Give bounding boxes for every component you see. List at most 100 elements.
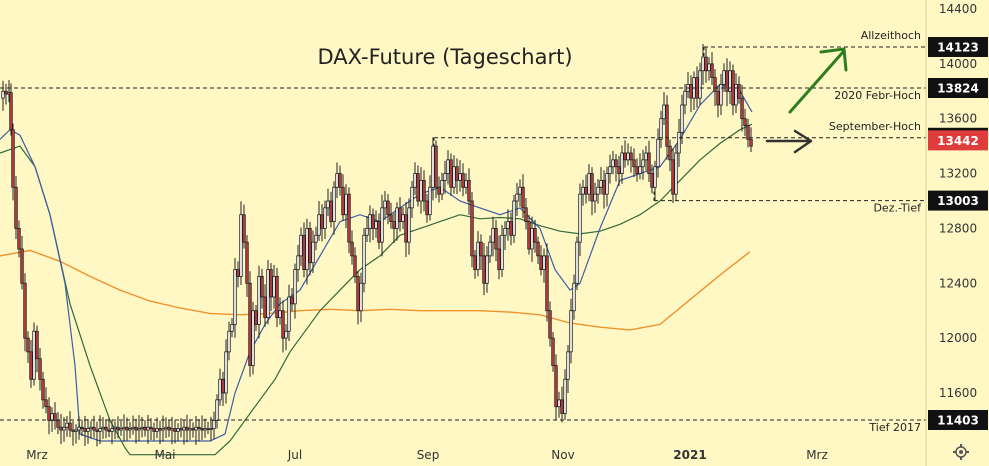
candle-body xyxy=(53,413,57,421)
candle-body xyxy=(605,173,609,195)
candle-body xyxy=(239,214,243,277)
candle-body xyxy=(506,221,510,229)
candle-body xyxy=(137,428,141,431)
candle-body xyxy=(83,428,87,432)
gear-icon[interactable] xyxy=(953,444,969,460)
candle-body xyxy=(170,428,174,431)
candle-body xyxy=(722,70,726,85)
level-label: 2020 Febr-Hoch xyxy=(834,89,921,102)
candle-body xyxy=(710,63,714,78)
candle-body xyxy=(329,200,333,222)
candle-body xyxy=(9,92,13,131)
candle-body xyxy=(230,324,234,332)
candle-body xyxy=(434,145,438,188)
candle-body xyxy=(1,90,5,99)
candle-body xyxy=(632,159,636,168)
level-badge xyxy=(928,37,988,57)
candle-body xyxy=(215,399,219,421)
candle-body xyxy=(503,228,507,236)
candle-body xyxy=(458,173,462,181)
candle-body xyxy=(668,145,672,161)
candle-body xyxy=(281,310,285,339)
candle-body xyxy=(392,221,396,229)
candle-body xyxy=(707,63,711,72)
candle-body xyxy=(440,180,444,195)
candle-body xyxy=(65,422,69,428)
candle-body xyxy=(683,90,687,106)
candle-body xyxy=(653,166,657,188)
candle-body xyxy=(131,426,135,430)
candle-body xyxy=(80,426,84,430)
candle-body xyxy=(623,152,627,161)
level-badge xyxy=(928,410,988,430)
candle-body xyxy=(665,104,669,147)
candle-body xyxy=(638,166,642,174)
candle-body xyxy=(482,255,486,284)
candle-body xyxy=(275,276,279,318)
green-up-arrow xyxy=(788,50,845,114)
candle-body xyxy=(515,193,519,202)
candle-body xyxy=(341,186,345,216)
candle-body xyxy=(557,399,561,408)
candle-body xyxy=(542,255,546,270)
candle-body xyxy=(383,200,387,209)
candle-body xyxy=(272,276,276,298)
last-price-badge-text: 13442 xyxy=(937,134,979,148)
candle-body xyxy=(59,426,63,431)
candle-body xyxy=(749,138,753,147)
level-label: Dez.-Tief xyxy=(873,202,922,215)
x-tick-label: Mai xyxy=(154,448,175,462)
candle-body xyxy=(380,207,384,243)
candle-body xyxy=(461,173,465,188)
candle-body xyxy=(524,207,528,222)
x-tick-label: Mrz xyxy=(26,448,48,462)
candle-body xyxy=(260,276,264,298)
candle-body xyxy=(110,428,114,432)
candle-body xyxy=(41,378,45,401)
candle-body xyxy=(743,118,747,126)
candle-body xyxy=(125,426,129,431)
candle-body xyxy=(134,426,138,431)
candle-body xyxy=(188,428,192,431)
candle-body xyxy=(398,207,402,222)
candle-body xyxy=(656,138,660,168)
candle-body xyxy=(680,104,684,133)
candle-body xyxy=(155,428,159,432)
candle-body xyxy=(269,269,273,298)
candle-body xyxy=(47,406,51,421)
candle-body xyxy=(539,255,543,270)
candle-body xyxy=(149,426,153,430)
candle-body xyxy=(332,186,336,222)
candle-body xyxy=(233,269,237,325)
candle-body xyxy=(107,429,111,432)
candle-body xyxy=(428,186,432,216)
candle-body xyxy=(611,159,615,168)
candle-body xyxy=(254,310,258,325)
candle-body xyxy=(209,428,213,431)
candle-body xyxy=(278,310,282,318)
candle-body xyxy=(194,426,198,431)
candle-body xyxy=(572,282,576,312)
candle-body xyxy=(245,241,249,284)
candle-body xyxy=(674,152,678,195)
candle-body xyxy=(443,173,447,181)
candle-body xyxy=(185,426,189,431)
candle-body xyxy=(203,428,207,431)
candle-body xyxy=(746,125,750,140)
candle-body xyxy=(473,255,477,270)
candle-body xyxy=(581,186,585,195)
time-axis: Mrz Mai Jul Sep Nov 2021 Mrz xyxy=(26,448,828,462)
candle-body xyxy=(452,166,456,188)
candle-body xyxy=(191,428,195,431)
candle-body xyxy=(359,282,363,312)
candle-body xyxy=(266,269,270,318)
candle-body xyxy=(413,173,417,188)
candle-body xyxy=(641,159,645,168)
candle-body xyxy=(587,173,591,195)
candle-body xyxy=(74,429,78,432)
candle-body xyxy=(302,234,306,270)
candle-body xyxy=(404,214,408,243)
candle-body xyxy=(716,90,720,106)
last-price-badge xyxy=(928,130,988,151)
candle-body xyxy=(731,70,735,106)
